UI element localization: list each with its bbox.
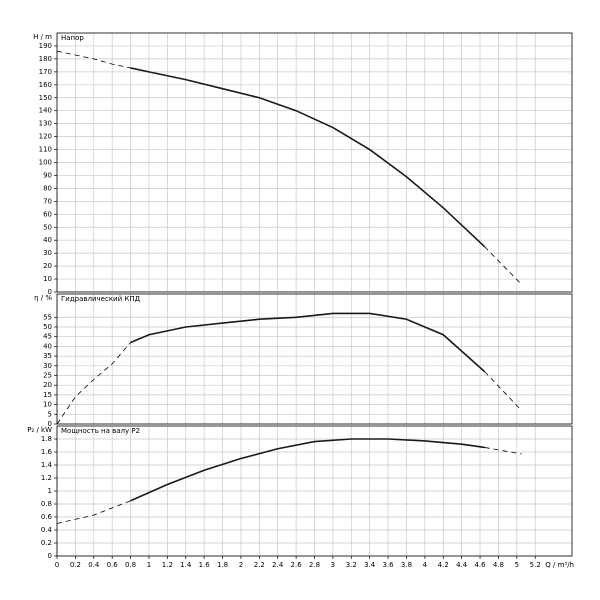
y-tick-label: 180	[39, 55, 52, 63]
curve	[130, 312, 486, 373]
y-tick-label: 45	[43, 333, 52, 341]
y-tick-label: 0.4	[41, 526, 53, 534]
panel-title: Напор	[61, 34, 84, 42]
x-tick-label: 1.8	[217, 561, 228, 569]
y-tick-label: 120	[39, 133, 52, 141]
y-tick-label: 40	[43, 342, 52, 350]
y-tick-label: 110	[39, 146, 52, 154]
y-tick-label: 1.6	[41, 448, 53, 456]
y-tick-label: 50	[43, 323, 52, 331]
axis-label: P₂ / kW	[27, 426, 52, 434]
y-tick-label: 55	[43, 313, 52, 321]
y-tick-label: 0	[48, 420, 52, 428]
y-tick-label: 1.4	[41, 461, 53, 469]
y-tick-label: 70	[43, 197, 52, 205]
y-tick-label: 0.8	[41, 500, 52, 508]
y-tick-label: 0.2	[41, 539, 52, 547]
x-tick-label: 5	[515, 561, 519, 569]
x-tick-label: 0	[55, 561, 59, 569]
curve	[56, 50, 131, 69]
y-tick-label: 15	[43, 391, 52, 399]
y-tick-label: 25	[43, 371, 52, 379]
y-tick-label: 80	[43, 184, 52, 192]
x-tick-label: 1.4	[180, 561, 192, 569]
x-tick-label: 3.8	[401, 561, 412, 569]
curve	[56, 500, 131, 524]
x-tick-label: 4.6	[474, 561, 486, 569]
plot-frame	[56, 32, 573, 293]
curve	[130, 438, 485, 502]
curve	[56, 342, 131, 425]
y-tick-label: 1.8	[41, 435, 52, 443]
y-tick-label: 35	[43, 352, 52, 360]
x-tick-label: 3.6	[383, 561, 395, 569]
y-tick-label: 50	[43, 223, 52, 231]
curve	[484, 447, 522, 455]
curve	[130, 67, 486, 248]
y-tick-label: 5	[48, 410, 52, 418]
y-tick-label: 140	[39, 107, 52, 115]
y-tick-label: 10	[43, 275, 52, 283]
x-tick-label: 3	[331, 561, 335, 569]
x-tick-label: 4	[423, 561, 428, 569]
y-tick-label: 130	[39, 120, 52, 128]
y-tick-label: 190	[39, 42, 52, 50]
x-tick-label: 1.2	[162, 561, 173, 569]
x-tick-label: 0.2	[70, 561, 81, 569]
x-tick-label: 3.4	[364, 561, 376, 569]
y-tick-label: 90	[43, 171, 52, 179]
y-tick-label: 1.2	[41, 474, 52, 482]
axis-label: η / %	[34, 294, 52, 302]
x-tick-label: 1.6	[199, 561, 211, 569]
x-tick-label: 5.2	[530, 561, 541, 569]
plot-frame	[56, 293, 573, 425]
x-tick-label: 3.2	[346, 561, 357, 569]
y-tick-label: 0	[48, 288, 52, 296]
y-tick-label: 1	[48, 487, 52, 495]
y-tick-label: 160	[39, 81, 52, 89]
x-tick-label: 2.4	[272, 561, 284, 569]
y-tick-label: 40	[43, 236, 52, 244]
x-tick-label: 0.6	[107, 561, 119, 569]
panel-title: Мощность на валу P2	[61, 427, 140, 435]
y-tick-label: 60	[43, 210, 52, 218]
x-tick-label: 2.6	[291, 561, 303, 569]
x-tick-label: 2	[239, 561, 243, 569]
x-tick-label: 0.4	[88, 561, 100, 569]
y-tick-label: 20	[43, 262, 52, 270]
x-tick-label: 4.2	[438, 561, 449, 569]
y-tick-label: 100	[39, 159, 52, 167]
y-tick-label: 0	[48, 552, 52, 560]
y-tick-label: 30	[43, 249, 52, 257]
y-tick-label: 30	[43, 362, 52, 370]
y-tick-label: 0.6	[41, 513, 53, 521]
y-tick-label: 10	[43, 401, 52, 409]
panel-title: Гидравлический КПД	[61, 295, 141, 303]
y-tick-label: 20	[43, 381, 52, 389]
y-tick-label: 150	[39, 94, 52, 102]
x-tick-label: 2.8	[309, 561, 320, 569]
axis-label: Q / m³/h	[545, 561, 574, 569]
x-tick-label: 4.4	[456, 561, 468, 569]
y-tick-label: 170	[39, 68, 52, 76]
x-tick-label: 1	[147, 561, 151, 569]
x-tick-label: 2.2	[254, 561, 265, 569]
x-tick-label: 4.8	[493, 561, 504, 569]
axis-label: H / m	[33, 33, 52, 41]
x-tick-label: 0.8	[125, 561, 136, 569]
